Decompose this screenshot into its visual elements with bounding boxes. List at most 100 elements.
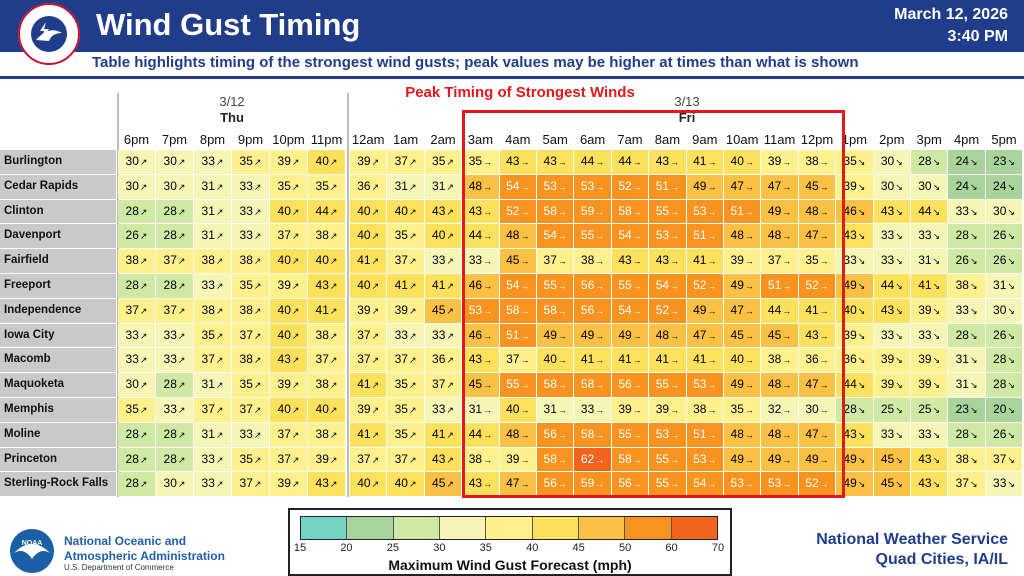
gust-cell: 59→ — [574, 199, 611, 224]
gust-value: 37 — [315, 352, 329, 367]
wind-direction-icon: → — [632, 479, 642, 490]
wind-direction-icon: → — [819, 157, 829, 167]
gust-value: 40 — [730, 154, 744, 168]
gust-cell: 33↗ — [118, 323, 155, 348]
gust-cell: 33↘ — [985, 472, 1023, 497]
legend-title: Maximum Wind Gust Forecast (mph) — [388, 557, 632, 573]
gust-value: 40 — [432, 228, 446, 243]
gust-value: 43 — [543, 154, 557, 168]
wind-direction-icon: → — [819, 256, 829, 267]
gust-cell: 33↘ — [911, 224, 948, 249]
gust-cell: 24↘ — [948, 150, 985, 174]
gust-value: 33 — [239, 178, 253, 193]
wind-direction-icon: ↗ — [408, 305, 417, 316]
wind-direction-icon: ↗ — [408, 380, 417, 391]
gust-cell: 48→ — [724, 422, 761, 447]
gust-cell: 39↘ — [873, 373, 910, 397]
wind-direction-icon: ↗ — [446, 305, 454, 316]
issue-time: 3:40 PM — [947, 28, 1008, 45]
gust-cell: 54→ — [649, 274, 686, 298]
wind-direction-icon: → — [782, 429, 792, 440]
table-row: Maquoketa 30↗ 28↗ 31↗ 35↗ 39↗ 38↗ 41↗ 35↗ 37↗ 45→ 5… — [0, 373, 1024, 398]
wind-direction-icon: ↗ — [177, 256, 186, 267]
gust-cell: 33→ — [462, 249, 499, 273]
gust-value: 40 — [277, 203, 291, 218]
wind-direction-icon: ↗ — [291, 429, 300, 440]
gust-value: 33 — [201, 476, 215, 491]
gust-value: 58 — [580, 377, 595, 392]
gust-cell: 37→ — [537, 249, 574, 273]
gust-cell: 56→ — [574, 274, 611, 298]
gust-cell: 24↘ — [985, 174, 1023, 199]
gust-value: 31 — [955, 352, 969, 367]
legend-color-bar — [300, 516, 718, 540]
gust-value: 26 — [125, 228, 139, 243]
gust-cell: 47→ — [798, 373, 836, 397]
gust-value: 30 — [880, 154, 895, 168]
gust-value: 41 — [357, 377, 371, 392]
gust-cell: 59→ — [574, 472, 611, 497]
wind-direction-icon: ↘ — [1007, 330, 1015, 341]
gust-cell: 28↗ — [156, 224, 193, 249]
gust-cell: 51→ — [724, 199, 761, 224]
wind-direction-icon: → — [744, 305, 754, 316]
gust-cell: 41↗ — [424, 274, 462, 298]
gust-value: 37 — [239, 476, 253, 491]
gust-cell: 28↗ — [156, 199, 193, 224]
wind-direction-icon: ↘ — [932, 305, 941, 316]
wind-direction-icon: → — [819, 206, 829, 217]
gust-value: 39 — [357, 154, 371, 168]
gust-cell: 26↘ — [985, 323, 1023, 348]
wind-direction-icon: ↗ — [446, 479, 454, 490]
wind-direction-icon: → — [707, 281, 717, 291]
wind-direction-icon: ↗ — [371, 330, 380, 341]
wind-direction-icon: ↘ — [969, 355, 978, 366]
gust-cell: 37↗ — [308, 348, 345, 373]
wind-direction-icon: → — [483, 429, 493, 440]
gust-value: 48 — [805, 203, 819, 218]
wind-direction-icon: ↗ — [446, 405, 454, 415]
gust-cell: 36↘ — [836, 348, 873, 373]
gust-value: 43 — [432, 451, 446, 466]
wind-direction-icon: ↘ — [1007, 429, 1015, 440]
wind-direction-icon: → — [595, 157, 605, 167]
wind-direction-icon: → — [520, 157, 530, 167]
gust-cell: 44→ — [574, 150, 611, 174]
gust-value: 59 — [580, 203, 595, 218]
wind-direction-icon: ↘ — [857, 429, 866, 440]
gust-cell: 58→ — [611, 447, 649, 472]
hour-label: 1pm — [841, 132, 868, 147]
gust-cell: 30↘ — [985, 298, 1023, 323]
gust-value: 30 — [993, 203, 1007, 218]
table-row: Clinton 28↗ 28↗ 31↗ 33↗ 40↗ 44↗ 40↗ 40↗ 43↗ 43→ 52→… — [0, 199, 1024, 225]
office-name: National Weather Service Quad Cities, IA… — [816, 530, 1008, 570]
wind-direction-icon: ↗ — [408, 181, 417, 192]
gust-cell: 53→ — [761, 472, 798, 497]
gust-cell: 30↘ — [985, 199, 1023, 224]
wind-direction-icon: ↗ — [371, 479, 380, 490]
wind-direction-icon: ↗ — [329, 479, 338, 490]
gust-value: 30 — [125, 154, 139, 168]
gust-value: 45 — [805, 178, 819, 193]
gust-cell: 39↗ — [350, 298, 387, 323]
gust-value: 38 — [239, 302, 253, 317]
wind-direction-icon: ↗ — [408, 479, 417, 490]
gust-cell: 48→ — [649, 323, 686, 348]
gust-cell: 37↗ — [350, 348, 387, 373]
gust-value: 33 — [163, 352, 177, 367]
wind-direction-icon: → — [557, 206, 567, 217]
legend-swatch — [347, 517, 394, 539]
hour-label: 7pm — [161, 132, 188, 147]
gust-value: 40 — [394, 476, 408, 491]
wind-direction-icon: ↗ — [215, 405, 224, 415]
gust-cell: 43→ — [462, 472, 499, 497]
gust-value: 33 — [239, 203, 253, 218]
gust-value: 41 — [693, 253, 707, 268]
wind-direction-icon: ↘ — [969, 454, 978, 465]
gust-value: 51 — [506, 327, 520, 342]
gust-cell: 45→ — [761, 323, 798, 348]
gust-cell: 35↗ — [270, 174, 307, 199]
gust-cell: 35↗ — [232, 274, 269, 298]
gust-value: 30 — [805, 402, 819, 416]
wind-direction-icon: ↗ — [253, 231, 262, 242]
